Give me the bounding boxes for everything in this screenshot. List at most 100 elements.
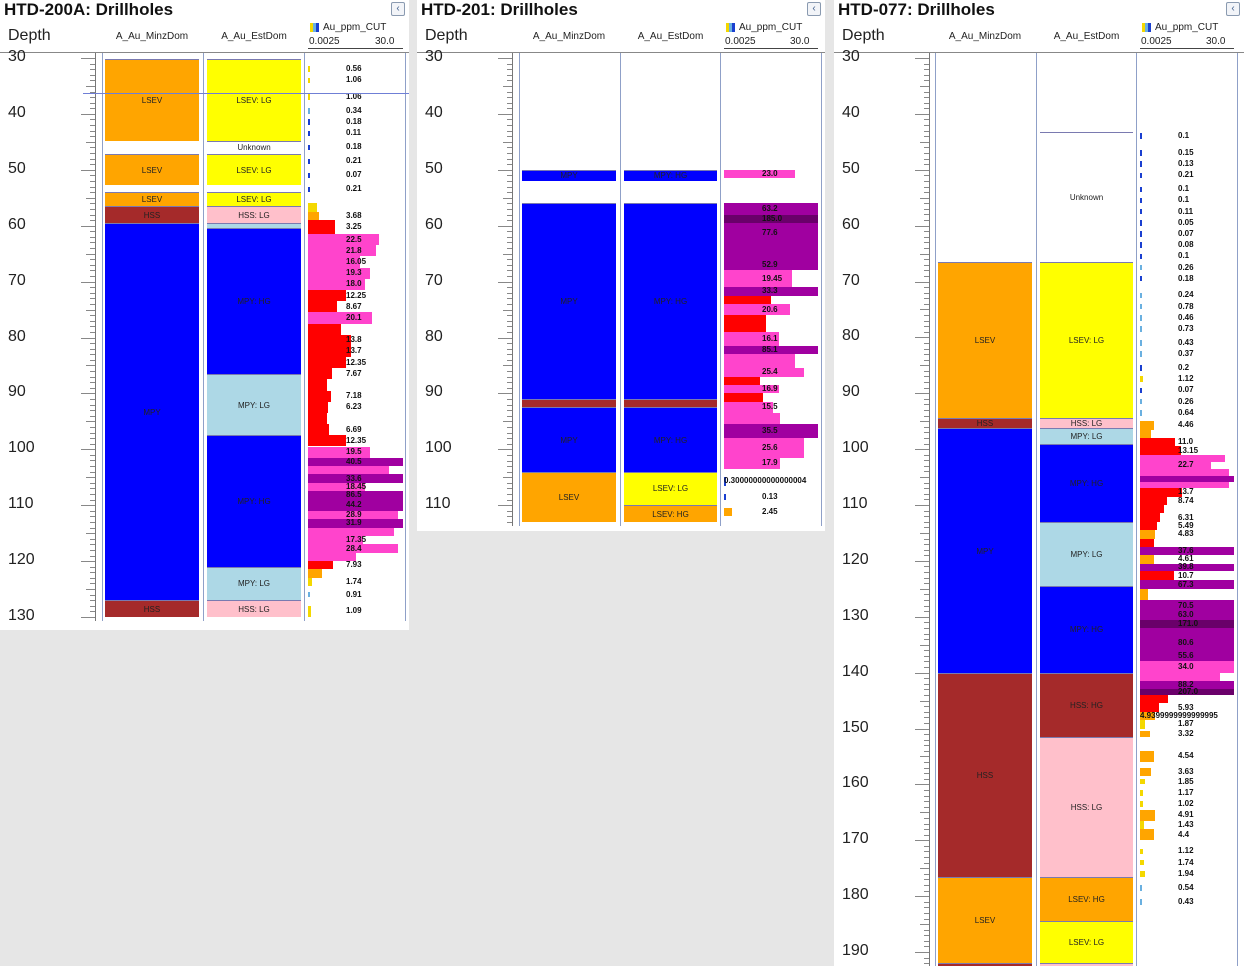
- minzdom-track-interval[interactable]: LSEV: [105, 59, 199, 141]
- assay-bar[interactable]: [308, 446, 370, 458]
- assay-bar[interactable]: [1140, 513, 1160, 522]
- assay-bar[interactable]: [724, 214, 818, 223]
- assay-bar[interactable]: [308, 119, 310, 126]
- assay-bar[interactable]: [724, 424, 818, 439]
- assay-bar[interactable]: [1140, 150, 1142, 156]
- assay-bar[interactable]: [724, 438, 804, 458]
- assay-bar[interactable]: [1140, 530, 1155, 539]
- assay-bar[interactable]: [1140, 703, 1159, 712]
- assay-bar[interactable]: [1140, 376, 1143, 383]
- estdom-column-header[interactable]: A_Au_EstDom: [1053, 31, 1120, 42]
- assay-bar[interactable]: [1140, 133, 1142, 139]
- minzdom-track-interval[interactable]: LSEV: [105, 192, 199, 207]
- assay-bar[interactable]: [1140, 242, 1142, 248]
- estdom-track-interval[interactable]: HSS: LG: [1040, 418, 1133, 429]
- assay-bar[interactable]: [308, 234, 379, 246]
- assay-bar[interactable]: [1140, 488, 1182, 497]
- assay-bar[interactable]: [724, 203, 818, 215]
- assay-bar[interactable]: [724, 295, 771, 304]
- estdom-track-interval[interactable]: HSS: HG: [1040, 672, 1133, 737]
- assay-bar[interactable]: [308, 510, 398, 520]
- estdom-track-interval[interactable]: MPY: LG: [1040, 428, 1133, 444]
- assay-bar[interactable]: [1140, 421, 1154, 430]
- assay-bar[interactable]: [1140, 186, 1142, 193]
- estdom-track-interval[interactable]: HSS: LG: [207, 600, 301, 617]
- assay-bar[interactable]: [308, 535, 363, 545]
- minzdom-track-interval[interactable]: LSEV: [938, 261, 1032, 419]
- assay-bar[interactable]: [724, 494, 726, 500]
- assay-bar[interactable]: [724, 270, 792, 288]
- assay-bar[interactable]: [1140, 351, 1142, 357]
- minzdom-track-interval[interactable]: HSS: [105, 600, 199, 617]
- assay-bar[interactable]: [308, 172, 310, 179]
- assay-bar[interactable]: [1140, 161, 1142, 167]
- assay-bar[interactable]: [308, 289, 346, 302]
- assay-bar[interactable]: [724, 393, 763, 402]
- assay-bar[interactable]: [724, 401, 773, 413]
- assay-bar[interactable]: [1140, 496, 1167, 505]
- estdom-track-interval[interactable]: Unknown: [207, 140, 301, 155]
- assay-bar[interactable]: [308, 435, 346, 447]
- assay-bar[interactable]: [1140, 461, 1211, 469]
- assay-bar[interactable]: [1140, 220, 1142, 226]
- assay-bar[interactable]: [1140, 429, 1151, 438]
- assay-bar[interactable]: [724, 222, 818, 243]
- assay-bar[interactable]: [1140, 619, 1234, 628]
- minzdom-track-interval[interactable]: LSEV: [105, 154, 199, 186]
- assay-bar[interactable]: [1140, 611, 1234, 620]
- assay-bar[interactable]: [308, 220, 335, 235]
- assay-column-header[interactable]: Au_ppm_CUT: [1155, 22, 1219, 33]
- assay-bar[interactable]: [1140, 778, 1145, 785]
- minzdom-track-interval[interactable]: MPY: [522, 407, 616, 472]
- assay-bar[interactable]: [724, 508, 732, 517]
- assay-bar[interactable]: [1140, 398, 1142, 405]
- collapse-panel-button[interactable]: ‹: [391, 2, 405, 16]
- assay-bar[interactable]: [308, 312, 372, 324]
- assay-bar[interactable]: [308, 77, 310, 84]
- estdom-track-interval[interactable]: LSEV: HG: [1040, 876, 1133, 922]
- assay-bar[interactable]: [308, 577, 312, 587]
- assay-bar[interactable]: [308, 211, 319, 221]
- assay-bar[interactable]: [724, 345, 818, 355]
- assay-bar[interactable]: [1140, 387, 1142, 394]
- estdom-track-interval[interactable]: LSEV: HG: [624, 505, 717, 522]
- assay-bar[interactable]: [308, 561, 333, 570]
- minzdom-track-interval[interactable]: [105, 140, 199, 155]
- assay-bar[interactable]: [724, 368, 804, 377]
- assay-bar[interactable]: [308, 424, 329, 436]
- assay-bar[interactable]: [308, 323, 341, 335]
- assay-bar[interactable]: [1140, 563, 1234, 571]
- assay-bar[interactable]: [308, 158, 310, 165]
- assay-bar[interactable]: [308, 334, 351, 346]
- assay-bar[interactable]: [1140, 767, 1151, 776]
- assay-bar[interactable]: [308, 544, 398, 553]
- assay-bar[interactable]: [724, 354, 795, 369]
- assay-bar[interactable]: [1140, 627, 1234, 637]
- estdom-track-interval[interactable]: LSEV: LG: [207, 59, 301, 141]
- assay-bar[interactable]: [724, 457, 780, 469]
- estdom-track-interval[interactable]: [207, 185, 301, 193]
- assay-bar[interactable]: [1140, 208, 1142, 215]
- assay-bar[interactable]: [1140, 303, 1142, 310]
- assay-bar[interactable]: [308, 256, 360, 268]
- estdom-track-interval[interactable]: MPY: HG: [207, 435, 301, 567]
- minzdom-track-interval[interactable]: LSEV: [938, 876, 1032, 964]
- estdom-track-interval[interactable]: MPY: HG: [624, 203, 717, 399]
- assay-bar[interactable]: [308, 569, 322, 578]
- assay-bar[interactable]: [308, 278, 365, 290]
- assay-bar[interactable]: [724, 259, 818, 271]
- assay-bar[interactable]: [1140, 275, 1142, 282]
- assay-bar[interactable]: [308, 301, 337, 313]
- assay-bar[interactable]: [1140, 365, 1142, 371]
- assay-bar[interactable]: [1140, 711, 1155, 721]
- assay-bar[interactable]: [1140, 410, 1142, 416]
- assay-bar[interactable]: [308, 390, 331, 402]
- assay-bar[interactable]: [1140, 884, 1142, 891]
- estdom-track-interval[interactable]: MPY: HG: [1040, 443, 1133, 522]
- estdom-track-interval[interactable]: [1040, 963, 1133, 966]
- assay-bar[interactable]: [1140, 801, 1143, 807]
- assay-bar[interactable]: [308, 605, 311, 617]
- minzdom-track-interval[interactable]: MPY: [105, 222, 199, 601]
- assay-bar[interactable]: [1140, 264, 1142, 271]
- estdom-track-interval[interactable]: LSEV: LG: [624, 471, 717, 506]
